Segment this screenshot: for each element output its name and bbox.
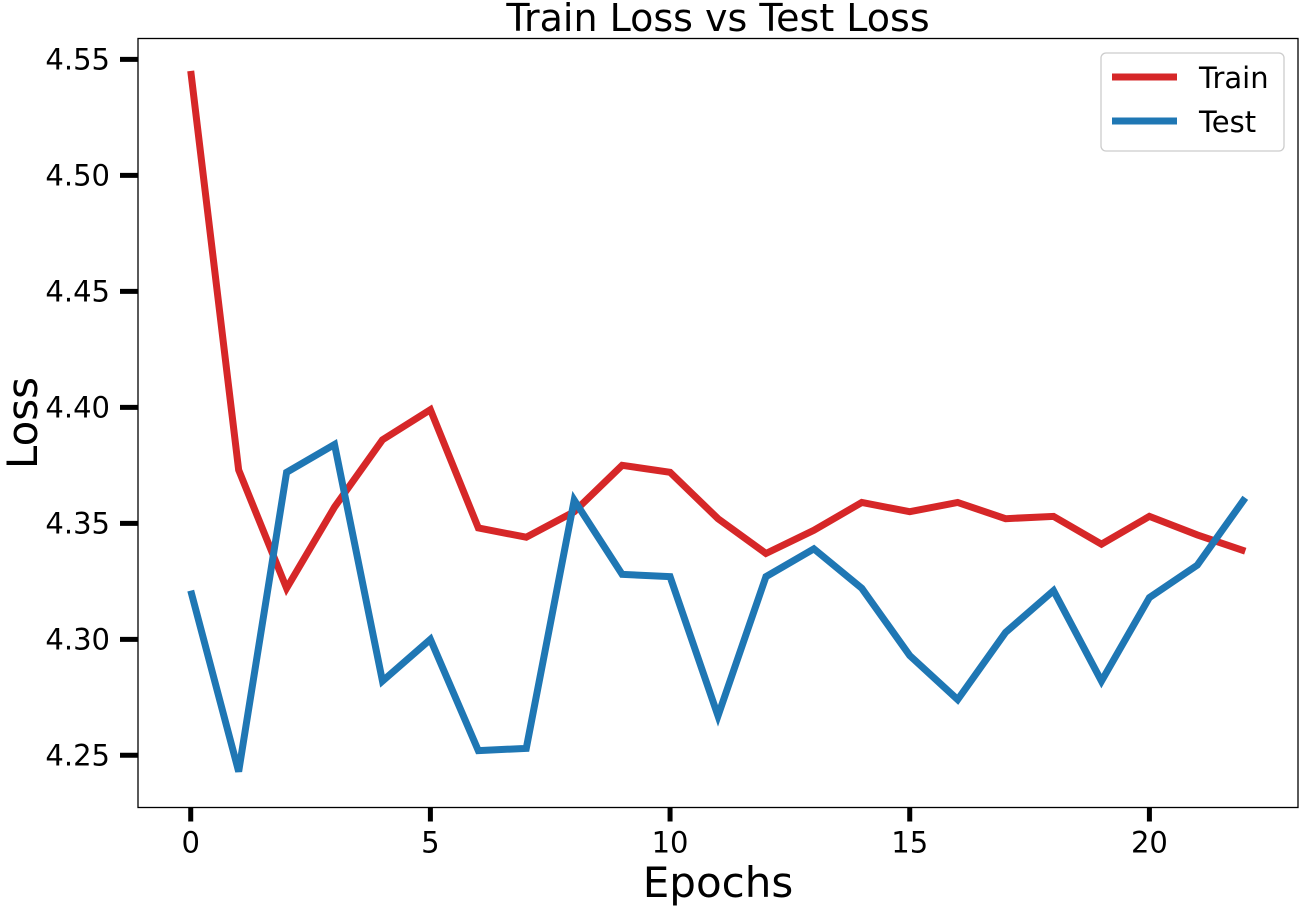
x-tick-label: 10 bbox=[652, 826, 689, 860]
x-axis-label: Epochs bbox=[643, 858, 794, 906]
legend-label-train: Train bbox=[1198, 61, 1269, 95]
legend: Train Test bbox=[1100, 52, 1285, 152]
y-axis-label: Loss bbox=[0, 377, 47, 469]
y-tick-label: 4.25 bbox=[45, 738, 110, 772]
y-tick-label: 4.30 bbox=[45, 622, 110, 656]
x-tick-label: 0 bbox=[182, 826, 200, 860]
x-tick-label: 20 bbox=[1131, 826, 1168, 860]
x-axis: 0 5 10 15 20 bbox=[182, 807, 1168, 860]
x-tick-label: 15 bbox=[891, 826, 928, 860]
series-line-train bbox=[187, 70, 1247, 597]
y-tick-label: 4.50 bbox=[45, 158, 110, 192]
y-tick-label: 4.40 bbox=[45, 390, 110, 424]
y-axis: 4.25 4.30 4.35 4.40 4.45 4.50 4.55 bbox=[45, 42, 138, 772]
chart-title: Train Loss vs Test Loss bbox=[505, 0, 929, 40]
legend-label-test: Test bbox=[1198, 105, 1256, 139]
series-line-test bbox=[187, 438, 1249, 773]
x-tick-label: 5 bbox=[421, 826, 439, 860]
y-tick-label: 4.45 bbox=[45, 274, 110, 308]
y-tick-label: 4.35 bbox=[45, 506, 110, 540]
plot-area bbox=[187, 70, 1249, 773]
plot-frame bbox=[137, 37, 1299, 809]
y-tick-label: 4.55 bbox=[45, 42, 110, 76]
